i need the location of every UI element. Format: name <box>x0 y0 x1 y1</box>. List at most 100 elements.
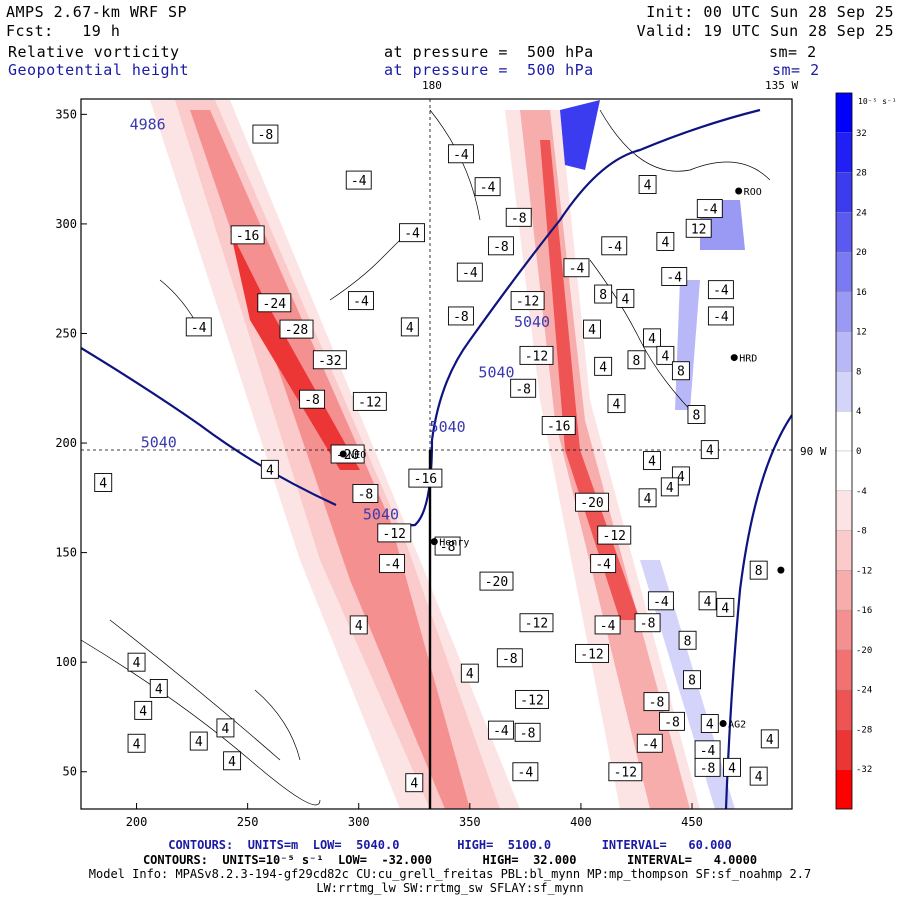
svg-text:-8: -8 <box>304 393 320 408</box>
vorticity-label: 4 <box>405 773 424 793</box>
vorticity-label: -8 <box>299 389 326 409</box>
vorticity-label: -4 <box>707 306 734 326</box>
vorticity-label: -12 <box>377 523 412 543</box>
vorticity-label: -16 <box>541 416 576 435</box>
colorbar-tick-label: 24 <box>856 208 867 218</box>
colorbar-swatch <box>835 251 853 293</box>
colorbar-units: 10⁻⁵ s⁻¹ <box>858 97 897 106</box>
vorticity-label: -8 <box>447 306 474 326</box>
svg-text:-24: -24 <box>263 297 287 312</box>
svg-text:-4: -4 <box>493 724 509 739</box>
colorbar-swatch <box>835 450 853 491</box>
vorticity-label: 8 <box>683 670 701 690</box>
vorticity-label: 4 <box>643 451 661 471</box>
colorbar-tick-label: -16 <box>856 606 872 616</box>
colorbar-tick-label: 20 <box>856 248 867 258</box>
vorticity-label: 4 <box>127 652 146 672</box>
vorticity-label: -12 <box>519 613 554 633</box>
colorbar-swatch <box>835 769 853 810</box>
field2-name: Geopotential height <box>8 61 190 79</box>
vorticity-label: -16 <box>230 225 265 245</box>
height-contour-label: 5040 <box>363 506 399 524</box>
svg-text:8: 8 <box>693 409 701 424</box>
vorticity-label: 8 <box>671 361 690 381</box>
vorticity-label: 4 <box>134 700 153 720</box>
vorticity-label: -12 <box>608 762 643 782</box>
svg-text:-4: -4 <box>713 284 729 299</box>
vorticity-label: 8 <box>687 405 706 425</box>
colorbar-swatch <box>835 530 853 571</box>
vorticity-label: -4 <box>379 554 406 574</box>
field1-level: at pressure = 500 hPa <box>384 43 594 61</box>
vorticity-label: 4 <box>594 356 613 376</box>
svg-text:-12: -12 <box>525 617 548 632</box>
init-time: Init: 00 UTC Sun 28 Sep 25 <box>646 3 894 21</box>
svg-text:4: 4 <box>706 718 714 733</box>
footer-height-contours: CONTOURS: UNITS=m LOW= 5040.0 HIGH= 5100… <box>168 838 732 852</box>
colorbar-tick-label: 28 <box>856 169 867 179</box>
plot-frame <box>80 98 793 810</box>
vorticity-label: 4 <box>400 317 419 337</box>
vorticity-label: -20 <box>479 571 514 591</box>
vorticity-label: 4 <box>607 394 626 414</box>
height-contour-label: 5040 <box>141 433 177 451</box>
svg-text:4: 4 <box>648 332 656 347</box>
svg-text:-12: -12 <box>383 527 406 542</box>
height-contour-label: 5040 <box>430 418 466 436</box>
field2-sm: sm= 2 <box>772 61 820 79</box>
vorticity-label: 4 <box>127 733 146 753</box>
svg-text:4: 4 <box>406 321 414 336</box>
svg-text:8: 8 <box>599 288 607 303</box>
station-marker <box>777 566 785 574</box>
vorticity-label: 12 <box>685 218 712 238</box>
colorbar: 32 28 24 20 16 12 8 4 0 -4 -8 -12 -16 -20 -24 -28 -32 <box>835 92 872 810</box>
colorbar-swatch <box>835 729 853 770</box>
colorbar-swatch <box>835 331 853 372</box>
height-contours <box>81 108 792 809</box>
vorticity-label: -4 <box>447 144 474 164</box>
svg-text:4: 4 <box>99 476 107 491</box>
svg-text:-8: -8 <box>358 487 374 502</box>
svg-text:4: 4 <box>728 761 736 776</box>
vorticity-label: 4 <box>149 679 168 698</box>
svg-text:-4: -4 <box>191 321 207 336</box>
vorticity-label: -12 <box>575 643 609 663</box>
y-tick-label: 150 <box>55 546 77 560</box>
svg-text:-4: -4 <box>606 240 622 255</box>
svg-text:4: 4 <box>766 733 774 748</box>
svg-text:8: 8 <box>684 634 692 649</box>
vorticity-label: -4 <box>456 262 483 282</box>
vorticity-label: 4 <box>583 319 601 339</box>
svg-text:-4: -4 <box>595 558 611 573</box>
svg-text:-12: -12 <box>358 395 381 410</box>
svg-text:ROO: ROO <box>744 187 762 198</box>
y-tick-label: 350 <box>55 107 77 121</box>
station-marker: HRD <box>730 354 757 365</box>
vorticity-label: -12 <box>519 345 554 365</box>
y-tick-label: 200 <box>55 436 77 450</box>
svg-text:8: 8 <box>633 354 641 369</box>
svg-text:NEO: NEO <box>348 450 366 461</box>
svg-text:4: 4 <box>661 235 669 250</box>
svg-text:-8: -8 <box>664 715 680 730</box>
vorticity-label: -20 <box>575 492 609 512</box>
x-tick-label: 450 <box>681 815 703 829</box>
svg-text:-12: -12 <box>580 647 603 662</box>
height-contour-label: 5040 <box>514 313 550 331</box>
vorticity-label: -4 <box>185 317 212 337</box>
colorbar-swatch <box>835 490 853 531</box>
vorticity-label: -4 <box>694 740 721 760</box>
station-marker: ROO <box>735 187 762 198</box>
vorticity-label: 8 <box>627 350 646 370</box>
svg-text:8: 8 <box>688 674 696 689</box>
svg-text:4: 4 <box>721 601 729 616</box>
x-tick-label: 200 <box>126 815 148 829</box>
svg-text:-12: -12 <box>516 295 539 310</box>
vorticity-label: -8 <box>659 711 685 731</box>
vorticity-label: 4 <box>460 663 479 683</box>
vorticity-label: -12 <box>352 391 387 411</box>
svg-text:8: 8 <box>677 365 685 380</box>
svg-text:-4: -4 <box>404 227 420 242</box>
vorticity-label: -8 <box>643 692 670 712</box>
